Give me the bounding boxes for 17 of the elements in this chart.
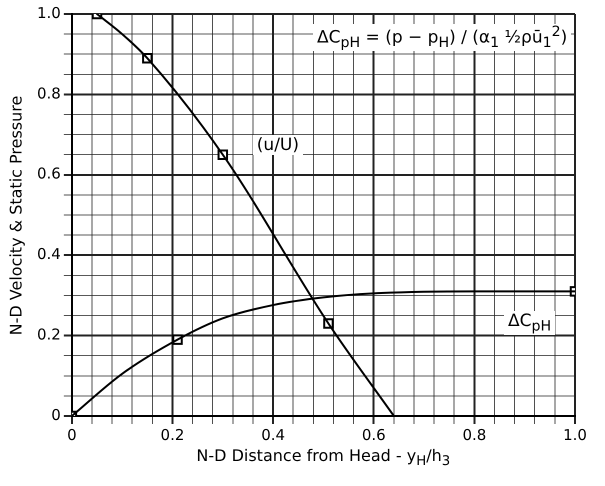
y-tick-label: 0.6 [36,164,61,183]
y-tick-label: 0.8 [36,84,61,102]
y-tick-label: 0.2 [36,325,61,344]
x-axis-title: N-D Distance from Head - y$_{H}$/h$_{3}$ [196,446,450,470]
y-axis-title: N-D Velocity & Static Pressure [6,95,26,335]
x-tick-label: 0.6 [362,426,386,444]
x-tick-label: 0.8 [462,426,486,444]
series-label: (u/U) [252,134,304,155]
series-label: ΔC$_{pH}$ [504,311,556,335]
x-tick-label: 1.0 [563,426,587,444]
x-tick-label: 0 [67,426,77,444]
x-tick-label: 0.4 [261,426,286,444]
text: ΔC$_{pH}$ = (p − p$_{H}$) / (α$_{1}$ ½ρū$_{1}$$^{2}$) [317,24,568,52]
x-tick-label: 0.2 [160,426,184,444]
y-tick-label: 0 [51,406,61,424]
y-tick-label: 0.4 [36,245,61,264]
y-tick-label: 1.0 [36,4,61,22]
